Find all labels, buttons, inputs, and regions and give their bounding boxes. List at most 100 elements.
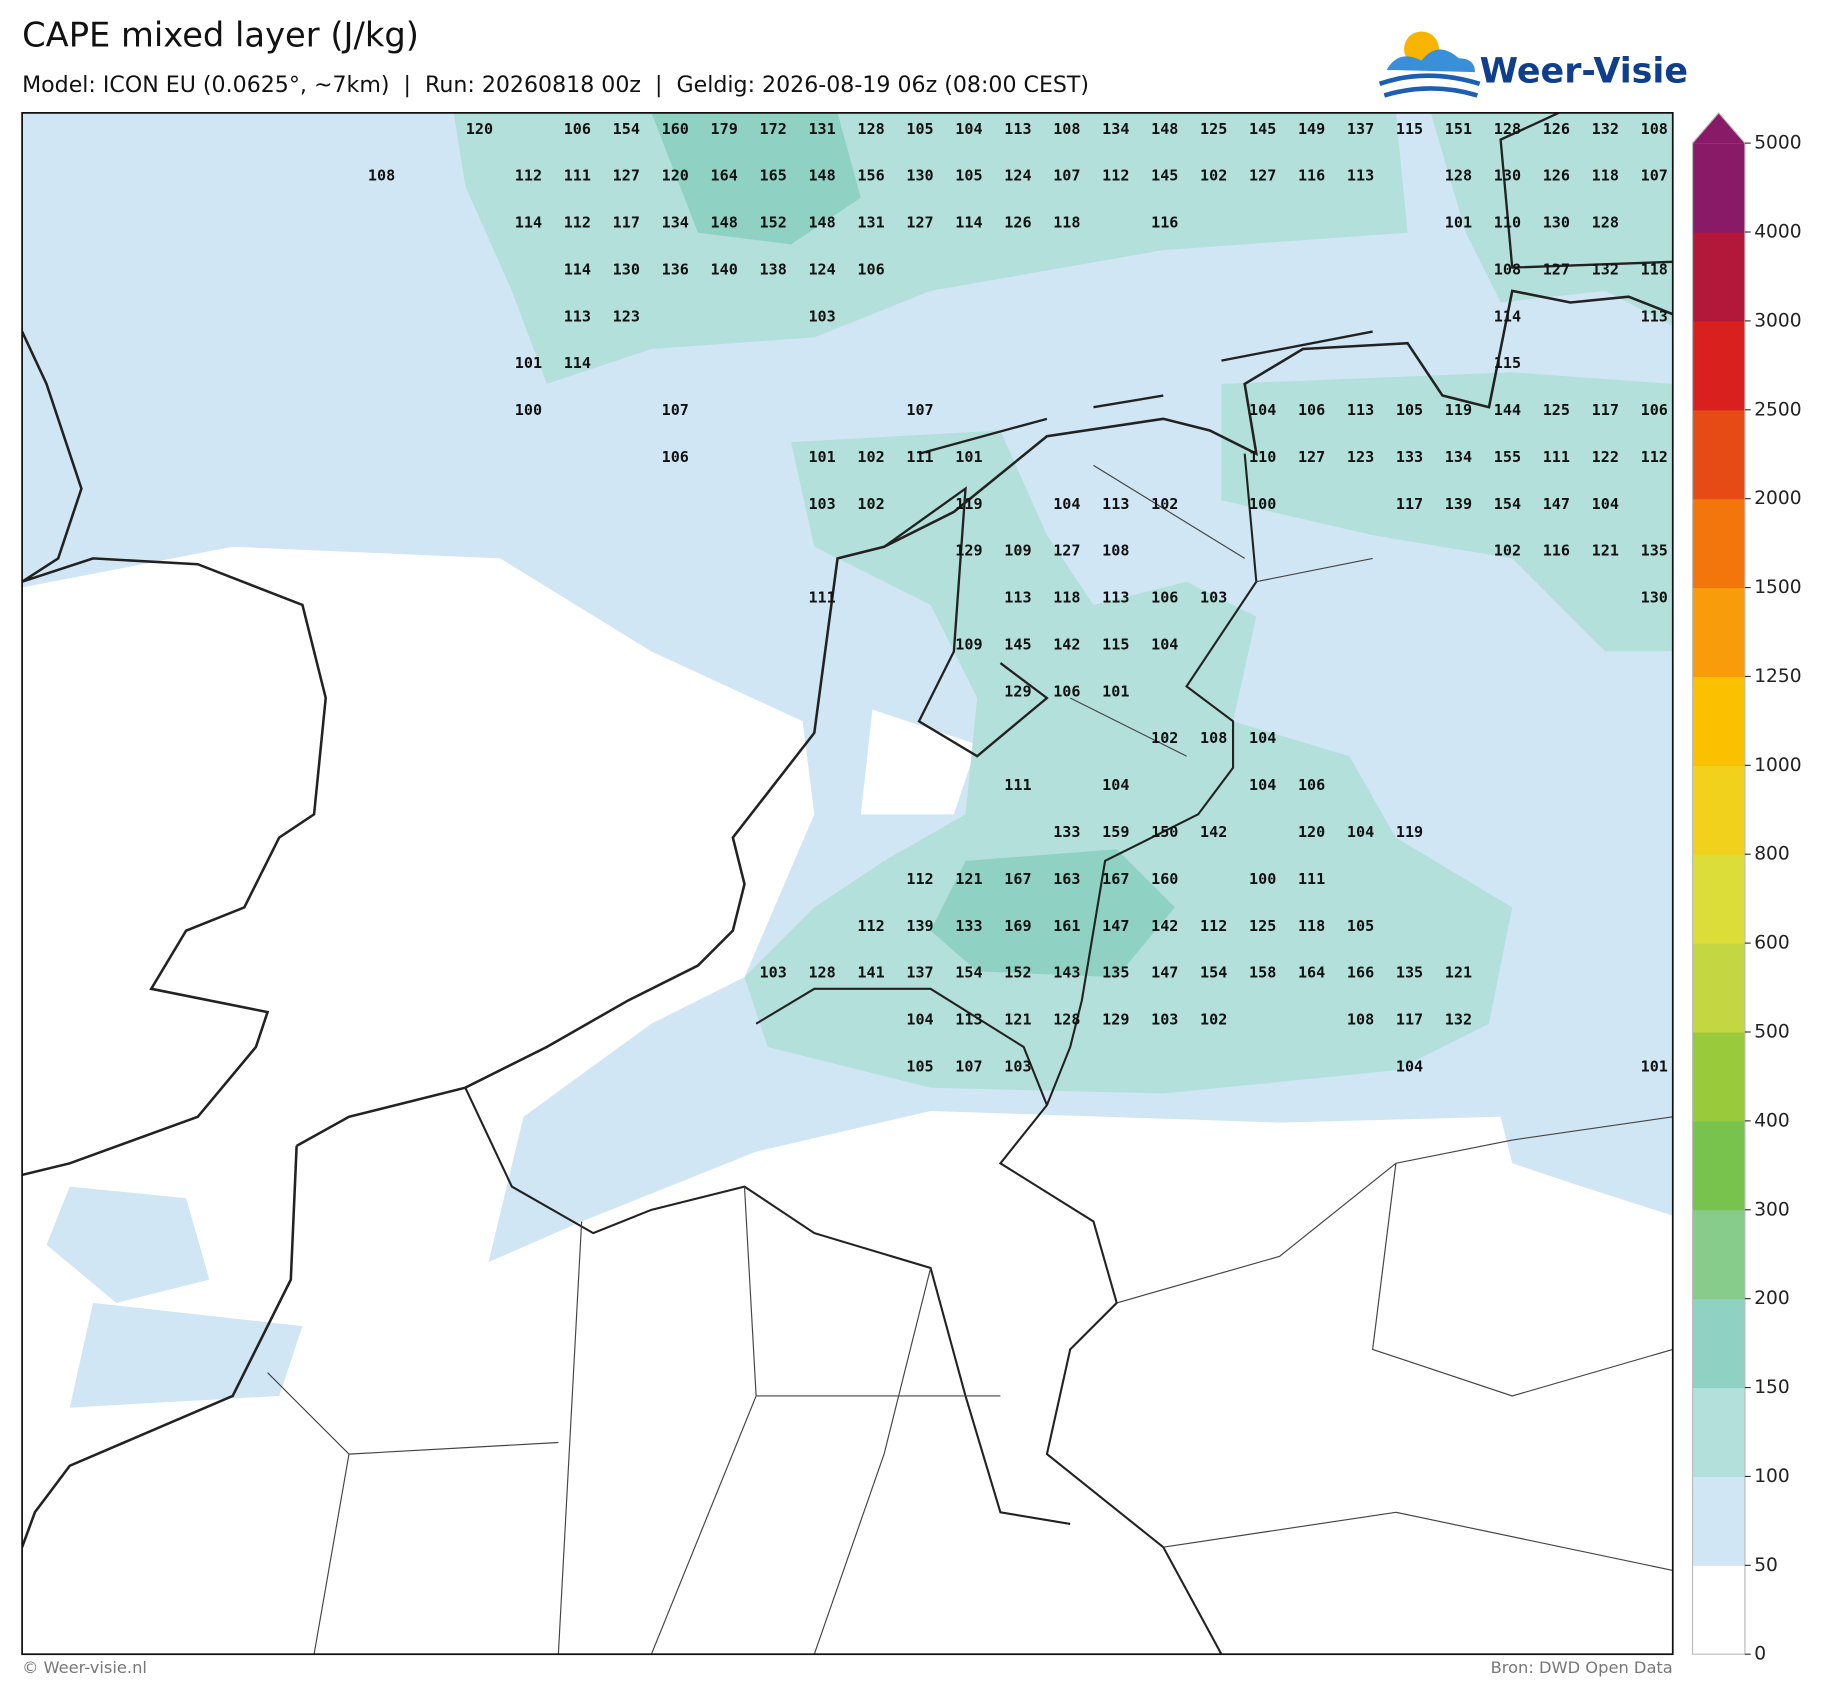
cape-label: 137	[1347, 120, 1374, 138]
colorbar-tick-label: 4000	[1754, 222, 1801, 243]
cape-label: 103	[1151, 1011, 1178, 1029]
cape-label: 155	[1494, 448, 1521, 466]
cape-label: 106	[1298, 401, 1325, 419]
cape-label: 104	[1396, 1057, 1423, 1075]
cape-label: 109	[1004, 542, 1031, 560]
cape-label: 115	[1494, 354, 1521, 372]
cape-label: 135	[1641, 542, 1668, 560]
cape-label: 120	[1298, 823, 1325, 841]
cape-label: 122	[1592, 448, 1619, 466]
cape-label: 152	[760, 214, 787, 232]
cape-label: 128	[1445, 167, 1472, 185]
cape-label: 156	[857, 167, 884, 185]
colorbar-tick-label: 50	[1754, 1555, 1778, 1576]
cape-label: 167	[1004, 870, 1031, 888]
cape-label: 111	[906, 448, 933, 466]
cape-label: 119	[955, 495, 982, 513]
cape-label: 105	[955, 167, 982, 185]
cape-label: 166	[1347, 964, 1374, 982]
cape-label: 145	[1151, 167, 1178, 185]
cape-label: 121	[1004, 1011, 1031, 1029]
cape-label: 127	[613, 167, 640, 185]
colorbar-tick-label: 1250	[1754, 666, 1801, 687]
cape-label: 111	[808, 589, 835, 607]
colorbar-segment	[1692, 232, 1745, 322]
colorbar-segment	[1692, 1298, 1745, 1389]
cape-label: 138	[760, 260, 787, 278]
cape-label: 104	[1347, 823, 1374, 841]
cape-label: 117	[1592, 401, 1619, 419]
cape-label: 106	[1298, 776, 1325, 794]
cape-label: 106	[857, 260, 884, 278]
colorbar-segment	[1692, 854, 1745, 944]
cape-label: 128	[1592, 214, 1619, 232]
cape-label: 106	[1641, 401, 1668, 419]
cape-label: 130	[1543, 214, 1570, 232]
cape-label: 131	[857, 214, 884, 232]
colorbar-tick-label: 0	[1754, 1644, 1766, 1665]
cape-label: 125	[1249, 917, 1276, 935]
cape-label: 150	[1151, 823, 1178, 841]
cape-label: 132	[1592, 120, 1619, 138]
cape-label: 159	[1102, 823, 1129, 841]
cape-label: 116	[1151, 214, 1178, 232]
cape-label: 103	[760, 964, 787, 982]
cape-label: 106	[1151, 589, 1178, 607]
cape-label: 108	[368, 167, 395, 185]
cape-label: 105	[1396, 401, 1423, 419]
cape-label: 113	[1004, 120, 1031, 138]
cape-label: 127	[906, 214, 933, 232]
cape-label: 124	[808, 260, 835, 278]
cape-label: 154	[1200, 964, 1227, 982]
colorbar-segment	[1692, 1387, 1745, 1478]
cape-label: 127	[1249, 167, 1276, 185]
cape-label: 111	[564, 167, 591, 185]
cape-label: 104	[1151, 635, 1178, 653]
subtitle: Model: ICON EU (0.0625°, ~7km) | Run: 20…	[22, 72, 1089, 98]
cape-label: 102	[857, 448, 884, 466]
cape-label: 148	[1151, 120, 1178, 138]
colorbar-segment	[1692, 676, 1745, 766]
cape-label: 139	[906, 917, 933, 935]
colorbar-segment	[1692, 943, 1745, 1033]
cape-label: 161	[1053, 917, 1080, 935]
cape-label: 111	[1004, 776, 1031, 794]
cape-label: 130	[613, 260, 640, 278]
cape-label: 102	[1200, 1011, 1227, 1029]
colorbar-tick-label: 600	[1754, 933, 1790, 954]
cape-label: 112	[906, 870, 933, 888]
cape-label: 107	[955, 1057, 982, 1075]
cape-label: 148	[711, 214, 738, 232]
cape-label: 148	[808, 214, 835, 232]
cape-label: 108	[1347, 1011, 1374, 1029]
cape-label: 110	[1249, 448, 1276, 466]
cape-label: 148	[808, 167, 835, 185]
cape-label: 154	[613, 120, 640, 138]
cape-label: 102	[857, 495, 884, 513]
cape-label: 112	[1641, 448, 1668, 466]
cape-label: 130	[906, 167, 933, 185]
colorbar-tick-label: 150	[1754, 1377, 1790, 1398]
cape-label: 105	[1347, 917, 1374, 935]
cape-label: 104	[1592, 495, 1619, 513]
cape-label: 113	[1102, 589, 1129, 607]
cape-label: 133	[1053, 823, 1080, 841]
shading	[22, 112, 1673, 1408]
cape-label: 104	[1249, 729, 1276, 747]
cape-label: 102	[1200, 167, 1227, 185]
cape-label: 114	[515, 214, 542, 232]
colorbar-segment	[1692, 1031, 1745, 1122]
cape-label: 125	[1543, 401, 1570, 419]
cape-label: 127	[1543, 260, 1570, 278]
cape-label: 106	[564, 120, 591, 138]
cape-label: 135	[1396, 964, 1423, 982]
cape-label: 104	[1102, 776, 1129, 794]
cape-label: 108	[1053, 120, 1080, 138]
cape-label: 128	[857, 120, 884, 138]
cape-label: 112	[1102, 167, 1129, 185]
cape-label: 145	[1249, 120, 1276, 138]
cape-label: 115	[1396, 120, 1423, 138]
cape-label: 134	[1102, 120, 1129, 138]
cape-label: 106	[1053, 682, 1080, 700]
cape-label: 126	[1004, 214, 1031, 232]
